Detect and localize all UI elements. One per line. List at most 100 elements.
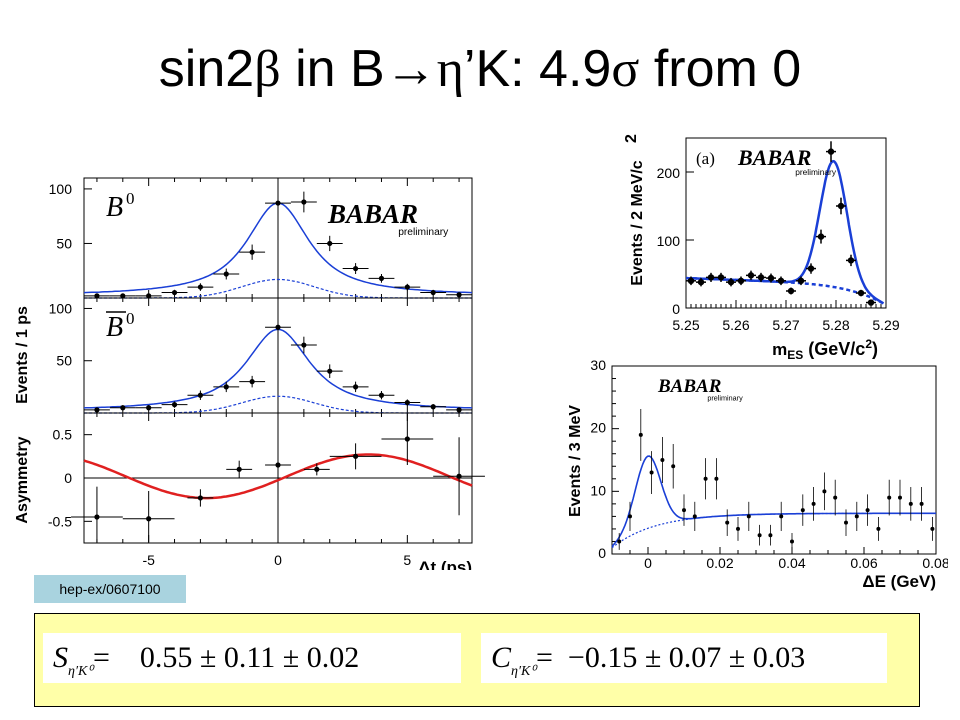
x-axis-label-part: 2 (865, 337, 872, 351)
data-point (682, 508, 686, 513)
y-axis-label: Events / 3 MeV (567, 405, 584, 517)
data-point (697, 278, 705, 286)
delta-e-logo: BABAR (657, 376, 721, 397)
title-eta: η (436, 41, 464, 98)
data-point (120, 405, 126, 411)
data-point (197, 284, 203, 290)
data-point (703, 476, 708, 481)
data-point (327, 240, 333, 247)
y-tick-label: 50 (56, 353, 72, 369)
panel-tag: (a) (696, 149, 715, 168)
data-point (146, 516, 152, 522)
data-point (353, 265, 359, 272)
data-point (790, 539, 794, 544)
title-sigma: σ (611, 41, 640, 98)
data-point (737, 277, 745, 284)
x-axis-label-part: m (772, 340, 787, 359)
background-fit-curve (611, 512, 936, 549)
data-point (779, 514, 784, 519)
data-point (249, 249, 255, 255)
s-subscript: η′K⁰ (68, 664, 93, 679)
data-point (404, 436, 410, 442)
data-point (649, 470, 654, 475)
mes-logo-sub: preliminary (795, 167, 837, 177)
data-point (717, 274, 725, 281)
data-point (827, 148, 835, 155)
x-tick-label: 0 (644, 555, 652, 571)
x-axis-label: ΔE (GeV) (862, 572, 936, 591)
delta-e-chart: 0 0.02 0.04 0.06 0.08 0 10 20 30 Events / 3 MeV ΔE… (567, 358, 948, 591)
data-point (378, 392, 385, 398)
x-axis-label-part: (GeV/c (803, 339, 865, 359)
data-point (844, 520, 848, 525)
data-point (275, 462, 281, 468)
total-fit-curve (686, 159, 885, 305)
x-axis-label-part: ES (787, 348, 803, 360)
c-equals: = (535, 641, 553, 674)
s-symbol: S (53, 641, 68, 674)
panel-label: B (106, 192, 123, 223)
data-point (456, 292, 462, 298)
y-tick-label: -0.5 (48, 513, 72, 529)
y-tick-label: 100 (49, 300, 73, 316)
y-tick-label: 0 (64, 470, 72, 486)
data-point (146, 405, 152, 411)
y-tick-label: 0 (598, 545, 606, 561)
data-point (919, 501, 924, 506)
y-axis-label: Events / 2 MeV/c (629, 160, 646, 285)
data-point (687, 277, 695, 284)
data-point (837, 202, 845, 210)
y-tick-label: 100 (657, 233, 681, 249)
data-point (236, 466, 242, 472)
data-point (847, 257, 855, 264)
panel-label-sup: 0 (126, 309, 135, 328)
y-tick-label: 50 (56, 235, 72, 251)
delta-t-logo: BABAR (327, 199, 418, 229)
data-point (197, 495, 203, 501)
data-point (757, 274, 765, 281)
x-axis-label: Δt (ps) (418, 558, 472, 570)
data-point (807, 265, 815, 272)
data-point (747, 272, 755, 279)
data-point (197, 392, 203, 398)
data-point (353, 453, 359, 459)
y-tick-label: 10 (590, 482, 606, 498)
data-point (887, 495, 892, 500)
x-axis-label: mES (GeV/c2) (772, 337, 878, 360)
total-fit-curve (611, 455, 936, 548)
data-point (707, 274, 715, 281)
data-point (94, 514, 100, 520)
title-text-2: in B (280, 40, 385, 98)
data-point (146, 293, 152, 299)
title-beta: β (254, 41, 281, 98)
c-subscript: η′K⁰ (511, 664, 536, 679)
data-point (327, 368, 333, 374)
data-point (736, 526, 740, 531)
mes-logo: BABAR (737, 145, 811, 170)
data-point (628, 514, 632, 519)
x-tick-label: -5 (142, 552, 155, 568)
y-tick-label: 0.5 (53, 427, 73, 443)
y-axis-label-events: Events / 1 ps (14, 306, 31, 404)
panel-label: B (106, 312, 123, 343)
data-point (867, 299, 875, 306)
c-value: −0.15 ± 0.07 ± 0.03 (567, 641, 806, 674)
delta-e-logo-sub: preliminary (707, 394, 743, 403)
s-formula: Sη′K⁰= 0.55 ± 0.11 ± 0.02 (43, 633, 461, 683)
data-point (275, 324, 281, 330)
data-point (930, 526, 935, 531)
data-point (777, 277, 785, 284)
x-tick-label: 0.08 (922, 555, 948, 571)
y-axis-label-sup: 2 (623, 134, 640, 143)
slide-title: sin2β in B→η’K: 4.9σ from 0 (0, 34, 960, 105)
data-point (223, 271, 229, 277)
x-tick-label: 0.04 (778, 555, 805, 571)
y-tick-label: 0 (672, 301, 680, 317)
y-tick-label: 30 (590, 358, 606, 373)
data-point (171, 289, 178, 296)
data-point (430, 404, 436, 410)
x-tick-label: 5 (403, 552, 411, 568)
data-point (757, 533, 762, 538)
data-point (94, 407, 100, 413)
